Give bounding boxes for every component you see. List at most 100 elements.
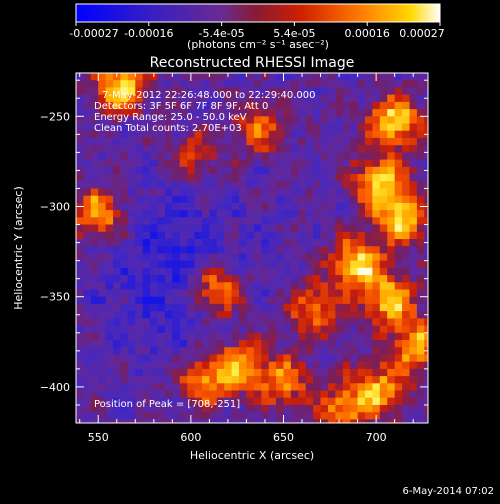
heatmap-cell [209,166,218,175]
heatmap-cell [402,123,410,132]
heatmap-cell [298,145,307,153]
heatmap-cell [194,116,203,124]
heatmap-cell [187,318,195,326]
heatmap-cell [298,412,307,420]
heatmap-cell [394,376,403,384]
heatmap-cell [98,267,106,276]
heatmap-cell [172,311,181,319]
heatmap-cell [261,260,270,269]
heatmap-cell [105,253,114,261]
heatmap-cell [202,195,210,204]
heatmap-cell [357,311,366,319]
heatmap-cell [246,130,255,139]
heatmap-cell [224,383,232,391]
heatmap-cell [98,368,106,377]
heatmap-cell [179,303,188,312]
heatmap-cell [113,145,121,153]
heatmap-cell [135,267,144,276]
heatmap-cell [246,332,255,341]
heatmap-cell [231,296,240,305]
heatmap-cell [276,267,284,276]
heatmap-cell [164,94,173,103]
heatmap-cell [150,239,158,247]
heatmap-cell [387,152,395,160]
heatmap-cell [328,80,336,88]
heatmap-cell [342,397,351,406]
heatmap-cell [105,174,114,182]
heatmap-cell [276,390,284,399]
heatmap-cell [313,376,321,384]
heatmap-cell [268,347,277,355]
heatmap-cell [342,210,351,218]
heatmap-cell [187,361,195,370]
heatmap-cell [372,368,381,377]
heatmap-cell [120,332,129,341]
heatmap-cell [98,101,106,110]
heatmap-cell [313,397,321,406]
heatmap-cell [105,80,114,88]
heatmap-cell [157,217,166,225]
heatmap-cell [283,354,292,362]
heatmap-cell [135,210,144,218]
heatmap-cell [268,224,277,233]
heatmap-cell [372,289,381,298]
heatmap-cell [253,332,262,341]
heatmap-cell [105,412,114,420]
heatmap-cell [142,412,151,420]
heatmap-cell [379,325,388,334]
heatmap-cell [127,145,136,153]
heatmap-cell [328,318,336,326]
heatmap-cell [357,137,366,146]
heatmap-cell [127,289,136,298]
heatmap-cell [342,80,351,88]
heatmap-cell [379,260,388,269]
heatmap-cell [276,159,284,168]
heatmap-cell [350,390,358,399]
heatmap-cell [253,159,262,168]
heatmap-cell [135,202,144,211]
heatmap-cell [350,152,358,160]
heatmap-cell [105,289,114,298]
heatmap-cell [202,159,210,168]
heatmap-cell [416,188,425,197]
heatmap-cell [127,275,136,283]
heatmap-cell [424,137,428,146]
heatmap-cell [76,181,84,189]
heatmap-cell [357,354,366,362]
heatmap-cell [424,210,428,218]
heatmap-cell [253,318,262,326]
heatmap-cell [424,159,428,168]
heatmap-cell [209,282,218,290]
heatmap-cell [142,296,151,305]
heatmap-cell [120,94,129,103]
heatmap-cell [127,303,136,312]
heatmap-cell [231,239,240,247]
heatmap-cell [394,419,403,423]
heatmap-cell [142,130,151,139]
heatmap-cell [283,101,292,110]
heatmap-cell [320,174,329,182]
heatmap-cell [150,246,158,254]
heatmap-cell [98,202,106,211]
heatmap-cell [350,94,358,103]
heatmap-cell [105,376,114,384]
heatmap-cell [209,231,218,240]
heatmap-cell [372,94,381,103]
heatmap-cell [194,239,203,247]
heatmap-cell [357,217,366,225]
heatmap-cell [135,311,144,319]
heatmap-cell [416,376,425,384]
heatmap-cell [253,368,262,377]
heatmap-cell [409,296,418,305]
heatmap-cell [290,217,299,225]
heatmap-cell [231,419,240,423]
heatmap-cell [268,383,277,391]
heatmap-cell [357,73,366,81]
heatmap-cell [83,303,92,312]
heatmap-cell [164,159,173,168]
heatmap-cell [120,195,129,204]
heatmap-cell [172,123,181,132]
heatmap-cell [246,87,255,95]
heatmap-cell [202,347,210,355]
heatmap-cell [209,73,218,81]
